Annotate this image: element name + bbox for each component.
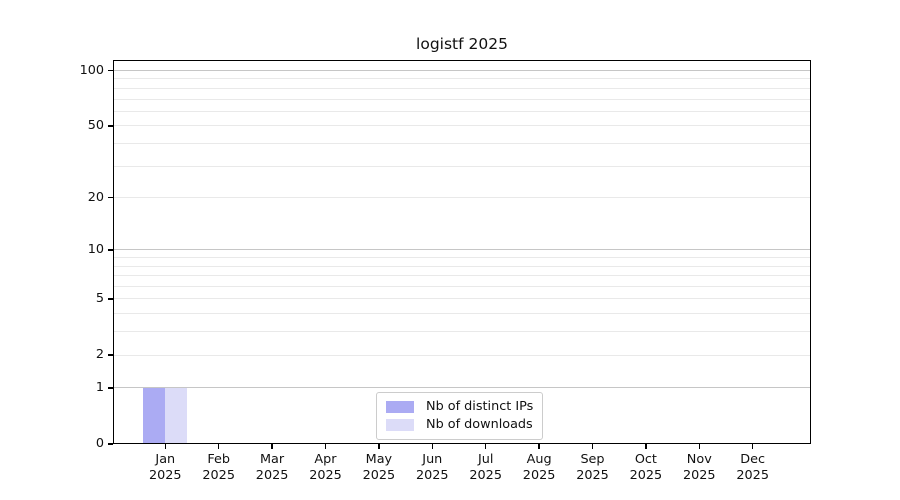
y-tick-label: 20 xyxy=(87,189,104,205)
x-tick-label: Apr 2025 xyxy=(309,452,342,483)
x-tick-mark xyxy=(164,444,167,449)
gridline-major xyxy=(113,70,811,71)
chart-title: logistf 2025 xyxy=(416,35,508,53)
y-tick-mark xyxy=(108,249,113,251)
x-tick-mark xyxy=(324,444,327,449)
gridline-minor xyxy=(113,197,811,199)
bar-distinct-ips xyxy=(143,387,166,444)
legend-swatch-downloads xyxy=(386,419,414,431)
x-tick-label: May 2025 xyxy=(362,452,396,483)
y-tick-label: 5 xyxy=(95,290,104,306)
x-tick-mark xyxy=(751,444,754,449)
gridline-minor xyxy=(113,165,811,167)
x-tick-mark xyxy=(378,444,380,449)
y-tick-mark xyxy=(108,69,113,72)
legend-swatch-distinct-ips xyxy=(386,401,414,413)
legend-entry-downloads: Nb of downloads xyxy=(386,418,533,432)
x-tick-mark xyxy=(484,444,487,449)
y-tick-label: 100 xyxy=(79,62,104,78)
gridline-minor xyxy=(113,125,811,127)
gridline-major xyxy=(113,249,811,251)
x-tick-mark xyxy=(591,444,594,449)
x-tick-mark xyxy=(645,444,647,449)
x-tick-mark xyxy=(538,444,540,449)
bar-downloads xyxy=(165,387,188,444)
gridline-minor xyxy=(113,142,811,144)
y-tick-label: 2 xyxy=(95,347,104,363)
x-tick-mark xyxy=(271,444,273,449)
y-tick-label: 10 xyxy=(87,241,104,257)
x-tick-label: Mar 2025 xyxy=(255,452,289,483)
gridline-minor xyxy=(113,87,811,89)
x-tick-label: Jul 2025 xyxy=(469,452,502,483)
legend-entry-distinct-ips: Nb of distinct IPs xyxy=(386,400,533,414)
y-tick-mark xyxy=(108,125,113,127)
gridline-major xyxy=(113,387,811,389)
gridline-minor xyxy=(113,98,811,100)
legend-label-downloads: Nb of downloads xyxy=(426,417,533,432)
x-tick-label: Sep 2025 xyxy=(576,452,609,483)
gridline-minor xyxy=(113,286,811,288)
x-tick-label: Oct 2025 xyxy=(629,452,663,483)
x-tick-label: Aug 2025 xyxy=(522,452,556,483)
x-tick-mark xyxy=(698,444,701,449)
y-tick-mark xyxy=(108,354,113,356)
gridline-minor xyxy=(113,275,811,277)
plot-frame xyxy=(113,60,811,444)
x-tick-label: Dec 2025 xyxy=(736,452,769,483)
gridline-minor xyxy=(113,78,811,80)
y-tick-mark xyxy=(108,387,113,389)
gridline-minor xyxy=(113,110,811,112)
x-tick-mark xyxy=(217,444,220,449)
gridline-minor xyxy=(113,354,811,356)
gridline-minor xyxy=(113,313,811,315)
legend: Nb of distinct IPs Nb of downloads xyxy=(376,392,544,440)
y-tick-label: 50 xyxy=(87,117,104,133)
gridline-minor xyxy=(113,265,811,267)
x-tick-label: Feb 2025 xyxy=(202,452,235,483)
y-tick-mark xyxy=(108,196,113,199)
legend-label-distinct-ips: Nb of distinct IPs xyxy=(426,399,534,414)
gridline-minor xyxy=(113,257,811,259)
x-tick-label: Jan 2025 xyxy=(149,452,182,483)
x-tick-label: Nov 2025 xyxy=(683,452,716,483)
y-tick-label: 1 xyxy=(95,379,104,395)
gridline-minor xyxy=(113,298,811,300)
y-tick-label: 0 xyxy=(95,436,104,451)
gridline-minor xyxy=(113,331,811,333)
y-tick-mark xyxy=(108,298,113,300)
x-tick-mark xyxy=(431,444,434,449)
x-tick-label: Jun 2025 xyxy=(416,452,449,483)
y-tick-mark xyxy=(108,443,113,445)
